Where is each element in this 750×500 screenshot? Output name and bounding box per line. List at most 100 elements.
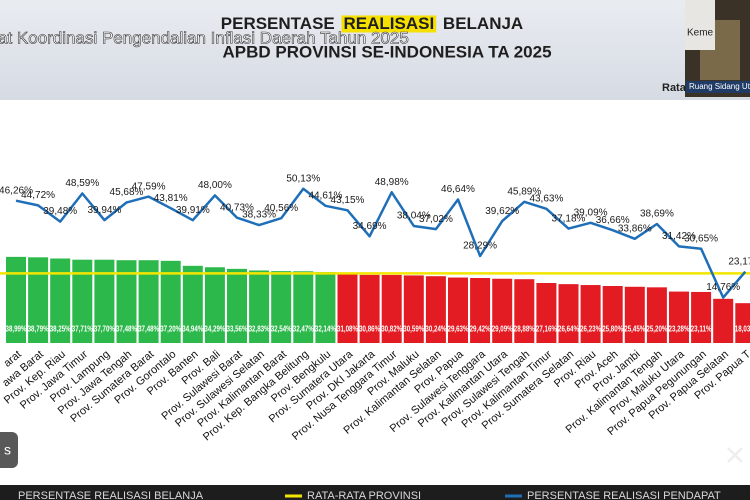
line-value-label: 45,68% xyxy=(110,187,144,198)
bar-value-label: 30,59% xyxy=(403,323,424,333)
line-value-label: 39,09% xyxy=(574,207,608,218)
bar-value-label: 32,14% xyxy=(315,323,336,333)
bar xyxy=(182,265,203,343)
line-value-label: 40,73% xyxy=(220,202,254,213)
bar xyxy=(691,291,712,343)
title-part: PERSENTASE xyxy=(221,14,335,33)
bar-value-label: 33,56% xyxy=(227,323,248,333)
line-value-label: 28,29% xyxy=(463,241,497,252)
bar xyxy=(448,277,468,343)
line-value-label: 46,26% xyxy=(0,185,33,196)
legend-label: RATA-RATA PROVINSI xyxy=(307,490,421,500)
bar xyxy=(669,291,689,343)
bar xyxy=(204,267,225,343)
bar xyxy=(227,268,247,343)
line-value-label: 44,61% xyxy=(308,190,342,201)
line-value-label: 50,13% xyxy=(286,173,320,184)
bar xyxy=(249,270,270,343)
line-value-label: 39,94% xyxy=(87,205,121,216)
line-value-label: 43,15% xyxy=(331,195,365,206)
bar-value-label: 25,45% xyxy=(624,323,645,333)
line-value-label: 37,02% xyxy=(419,214,453,225)
line-value-label: 36,66% xyxy=(596,215,630,226)
line-value-label: 39,91% xyxy=(176,205,210,216)
bar-value-label: 25,20% xyxy=(646,323,667,333)
bar xyxy=(337,274,358,343)
bar-value-label: 37,20% xyxy=(160,323,181,333)
thumb-text: Keme xyxy=(687,28,714,39)
bar xyxy=(116,260,137,343)
bar xyxy=(713,298,734,343)
line-value-label: 46,64% xyxy=(441,184,475,195)
line-series xyxy=(15,187,747,299)
line-value-label: 48,59% xyxy=(65,178,99,189)
bar xyxy=(315,271,336,343)
bar xyxy=(381,274,402,343)
bar-value-label: 30,86% xyxy=(359,323,380,333)
legend: PERSENTASE REALISASI BELANJA RATA-RATA PR… xyxy=(18,490,721,500)
line-value-label: 48,98% xyxy=(375,177,409,188)
bar xyxy=(359,274,380,343)
title-highlight: REALISASI xyxy=(344,14,435,33)
video-wall xyxy=(685,0,715,50)
bar xyxy=(271,271,292,343)
bar-value-label: 37,70% xyxy=(94,323,115,333)
close-icon[interactable] xyxy=(727,447,743,463)
bar-value-label: 29,09% xyxy=(492,323,513,333)
bar-value-label: 26,64% xyxy=(558,323,579,333)
bar-value-label: 28,88% xyxy=(514,323,535,333)
line-value-label: 31,42% xyxy=(662,231,696,242)
bar-value-label: 30,82% xyxy=(381,323,402,333)
line-value-label: 14,76% xyxy=(706,282,740,293)
bar xyxy=(293,271,314,343)
line-value-label: 34,69% xyxy=(353,221,387,232)
line-value-label: 38,69% xyxy=(640,209,674,220)
bar-value-label: 37,48% xyxy=(138,323,159,333)
bar xyxy=(580,285,601,343)
bar-value-label: 32,47% xyxy=(293,323,314,333)
legend-label: PERSENTASE REALISASI BELANJA xyxy=(18,490,204,500)
left-button-label: s xyxy=(4,442,11,458)
thumb-side-text: Rata xyxy=(662,82,687,94)
line-value-label: 38,04% xyxy=(397,211,431,222)
bar xyxy=(735,303,750,343)
bar xyxy=(492,278,513,343)
bar-value-label: 23,11% xyxy=(691,323,712,333)
title-part: BELANJA xyxy=(443,14,523,33)
line-value-label: 39,48% xyxy=(43,206,77,217)
bar xyxy=(6,256,26,343)
bar-value-label: 37,71% xyxy=(72,323,93,333)
line-value-label: 39,62% xyxy=(485,206,519,217)
bar-value-label: 29,42% xyxy=(470,323,491,333)
bar xyxy=(558,284,579,343)
bar xyxy=(403,275,424,343)
bar-value-label: 27,16% xyxy=(536,323,557,333)
bar-value-label: 34,94% xyxy=(182,323,203,333)
bar-value-label: 38,79% xyxy=(28,323,49,333)
bar xyxy=(602,286,623,343)
bar-value-label: 26,23% xyxy=(580,323,601,333)
bar-value-label: 38,25% xyxy=(50,323,71,333)
bar-value-label: 32,83% xyxy=(249,323,270,333)
left-button[interactable] xyxy=(0,432,18,468)
line-value-label: 48,00% xyxy=(198,180,232,191)
line-value-label: 30,65% xyxy=(684,233,718,244)
bar xyxy=(514,279,535,343)
bar-value-label: 18,03% xyxy=(735,323,750,333)
bar xyxy=(536,283,557,343)
bar-value-label: 34,29% xyxy=(204,323,225,333)
line-value-label: 43,63% xyxy=(529,193,563,204)
thumb-caption: Ruang Sidang Uta xyxy=(689,82,750,91)
thumb-caption-bg xyxy=(686,81,750,93)
video-bar xyxy=(0,485,750,500)
line-value-label: 43,81% xyxy=(154,193,188,204)
line-value-label: 38,33% xyxy=(242,210,276,221)
line-value-label: 40,56% xyxy=(264,203,298,214)
ticker-text: at Koordinasi Pengendalian Inflasi Daera… xyxy=(0,28,409,47)
legend-label: PERSENTASE REALISASI PENDAPAT xyxy=(527,490,721,500)
chart-subtitle: APBD PROVINSI SE-INDONESIA TA 2025 xyxy=(222,42,551,61)
bar xyxy=(94,259,115,343)
line-value-label: 23,17% xyxy=(728,256,750,267)
bar-value-label: 30,24% xyxy=(425,323,446,333)
